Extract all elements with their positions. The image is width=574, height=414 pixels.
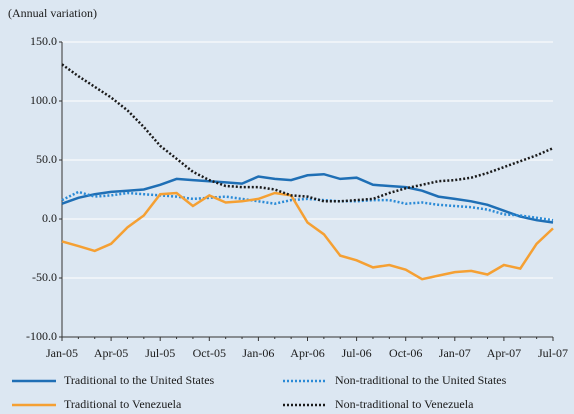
x-tick-label: Oct-06: [389, 346, 422, 360]
series-line: [61, 63, 554, 203]
legend-label: Traditional to Venezuela: [64, 397, 182, 411]
x-tick-label: Oct-05: [193, 346, 226, 360]
series-line: [61, 191, 554, 281]
y-tick-label: 0.0: [42, 211, 57, 225]
x-tick-label: Jan-05: [46, 346, 78, 360]
x-tick-label: Jan-06: [242, 346, 274, 360]
y-tick-label: 100.0: [30, 93, 57, 107]
legend-label: Non-traditional to Venezuela: [335, 397, 474, 411]
legend-label: Traditional to the United States: [64, 373, 215, 387]
x-tick-label: Apr-06: [290, 346, 324, 360]
x-tick-label: Apr-07: [487, 346, 521, 360]
series-line: [61, 190, 554, 222]
y-tick-label: 50.0: [36, 152, 57, 166]
x-tick-label: Jan-07: [439, 346, 471, 360]
y-tick-label: -50.0: [32, 270, 57, 284]
x-tick-label: Jul-05: [145, 346, 175, 360]
y-axis-title: (Annual variation): [8, 6, 97, 20]
x-tick-label: Jul-06: [342, 346, 372, 360]
series-line: [61, 172, 554, 224]
legend-label: Non-traditional to the United States: [335, 373, 507, 387]
x-tick-label: Apr-05: [94, 346, 128, 360]
y-tick-label: -100.0: [26, 329, 57, 343]
x-tick-label: Jul-07: [538, 346, 568, 360]
y-tick-label: 150.0: [30, 34, 57, 48]
